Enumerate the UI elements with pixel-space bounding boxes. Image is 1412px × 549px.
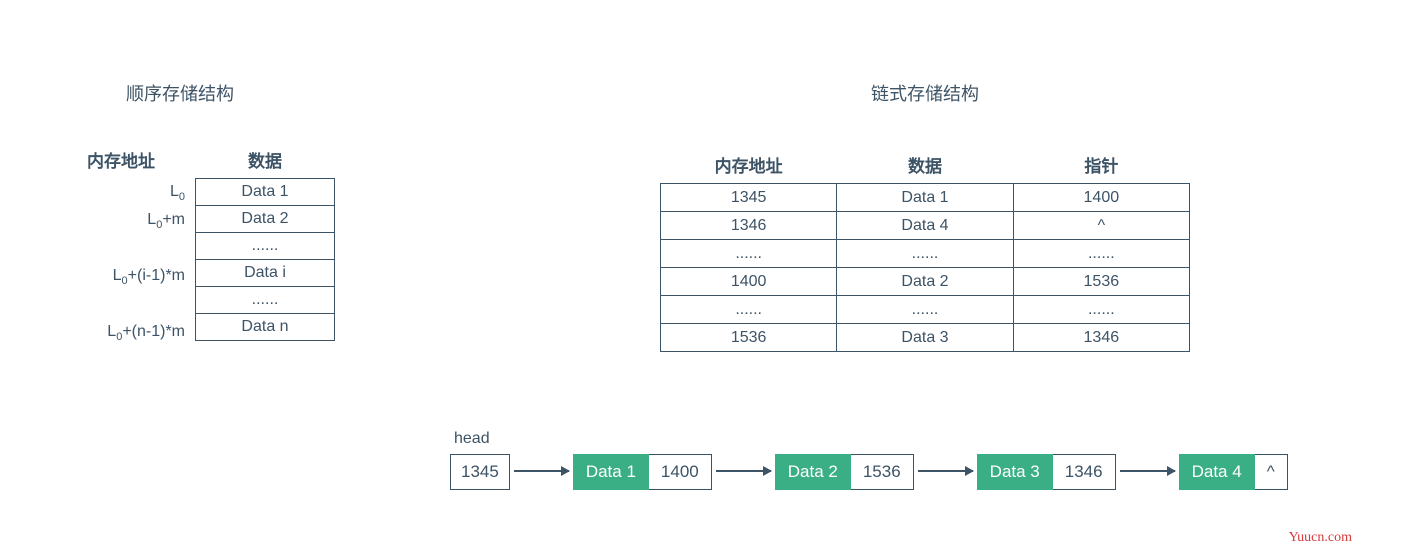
- left-title: 顺序存储结构: [80, 80, 280, 106]
- node-data: Data 2: [775, 454, 851, 490]
- left-data-column: 数据 Data 1Data 2......Data i......Data n: [195, 146, 335, 346]
- arrow-icon: [712, 452, 775, 490]
- right-table: 内存地址数据指针 1345Data 114001346Data 4^......…: [660, 146, 1190, 352]
- left-addr-header: 内存地址: [80, 146, 185, 178]
- left-data-cell: ......: [195, 286, 335, 314]
- left-data-cell: Data 2: [195, 205, 335, 233]
- right-table-cell: ......: [837, 296, 1013, 324]
- right-table-cell: ^: [1013, 212, 1189, 240]
- right-table-cell: Data 1: [837, 184, 1013, 212]
- linked-storage-section: 链式存储结构 内存地址数据指针 1345Data 114001346Data 4…: [660, 80, 1190, 352]
- left-data-cell: Data n: [195, 313, 335, 341]
- table-row: 1536Data 31346: [661, 324, 1190, 352]
- head-value: 1345: [450, 454, 510, 490]
- right-table-header: 数据: [837, 146, 1013, 184]
- head-label: head: [450, 430, 490, 448]
- sequential-storage-section: 顺序存储结构 内存地址 L0L0+m L0+(i-1)*m L0+(n-1)*m 数…: [80, 80, 335, 346]
- right-table-header: 指针: [1013, 146, 1189, 184]
- list-node: Data 4^: [1179, 454, 1288, 490]
- list-node: Data 11400: [573, 454, 712, 490]
- right-table-cell: ......: [661, 296, 837, 324]
- table-row: 1346Data 4^: [661, 212, 1190, 240]
- right-title: 链式存储结构: [660, 80, 1190, 106]
- left-addr-cell: [80, 234, 185, 262]
- watermark: Yuucn.com: [1289, 530, 1352, 546]
- right-table-cell: Data 4: [837, 212, 1013, 240]
- right-table-cell: ......: [837, 240, 1013, 268]
- left-addr-cell: L0+(n-1)*m: [80, 318, 185, 346]
- node-data: Data 1: [573, 454, 649, 490]
- table-row: ..................: [661, 296, 1190, 324]
- list-node: Data 31346: [977, 454, 1116, 490]
- left-data-cell: Data 1: [195, 178, 335, 206]
- right-table-cell: ......: [661, 240, 837, 268]
- table-row: 1400Data 21536: [661, 268, 1190, 296]
- list-node: Data 21536: [775, 454, 914, 490]
- node-pointer: 1400: [649, 454, 712, 490]
- right-table-header: 内存地址: [661, 146, 837, 184]
- left-addr-cell: L0+m: [80, 206, 185, 234]
- arrow-icon: [510, 452, 573, 490]
- right-table-cell: ......: [1013, 240, 1189, 268]
- arrow-icon: [914, 452, 977, 490]
- node-pointer: 1346: [1053, 454, 1116, 490]
- linked-list-diagram: head 1345 Data 11400 Data 21536 Data 31346…: [450, 430, 1288, 490]
- node-pointer: 1536: [851, 454, 914, 490]
- left-data-cell: Data i: [195, 259, 335, 287]
- right-table-cell: 1400: [661, 268, 837, 296]
- right-table-cell: 1346: [1013, 324, 1189, 352]
- node-data: Data 3: [977, 454, 1053, 490]
- left-addr-cell: L0: [80, 178, 185, 206]
- right-table-cell: Data 3: [837, 324, 1013, 352]
- left-table: 内存地址 L0L0+m L0+(i-1)*m L0+(n-1)*m 数据 Data …: [80, 146, 335, 346]
- right-table-cell: 1345: [661, 184, 837, 212]
- node-data: Data 4: [1179, 454, 1255, 490]
- head-node: head 1345: [450, 430, 510, 490]
- left-addr-cell: [80, 290, 185, 318]
- right-table-cell: 1346: [661, 212, 837, 240]
- right-table-cell: 1536: [661, 324, 837, 352]
- right-table-cell: Data 2: [837, 268, 1013, 296]
- arrow-icon: [1116, 452, 1179, 490]
- left-data-cell: ......: [195, 232, 335, 260]
- left-data-header: 数据: [195, 146, 335, 178]
- left-addr-cell: L0+(i-1)*m: [80, 262, 185, 290]
- right-table-cell: ......: [1013, 296, 1189, 324]
- right-table-cell: 1536: [1013, 268, 1189, 296]
- node-pointer: ^: [1255, 454, 1288, 490]
- table-row: ..................: [661, 240, 1190, 268]
- table-row: 1345Data 11400: [661, 184, 1190, 212]
- right-table-cell: 1400: [1013, 184, 1189, 212]
- left-addr-column: 内存地址 L0L0+m L0+(i-1)*m L0+(n-1)*m: [80, 146, 195, 346]
